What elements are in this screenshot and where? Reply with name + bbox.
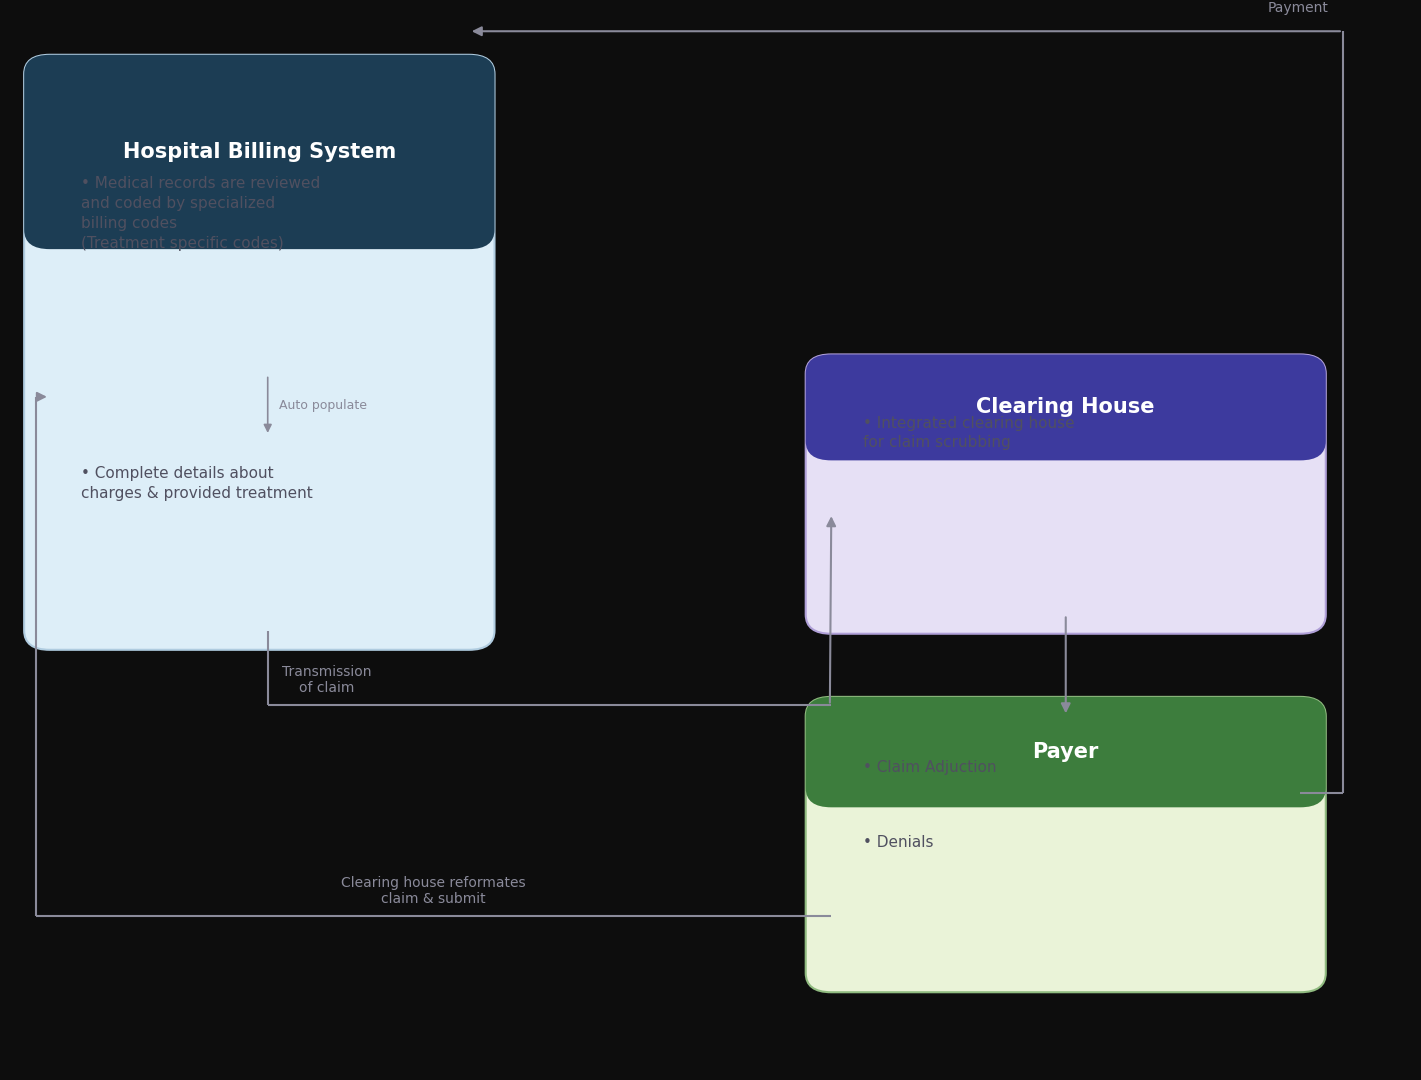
Text: Auto populate: Auto populate xyxy=(279,399,367,411)
FancyBboxPatch shape xyxy=(24,55,495,650)
FancyBboxPatch shape xyxy=(806,354,1326,634)
FancyBboxPatch shape xyxy=(806,697,1326,808)
Bar xyxy=(831,752,1300,788)
FancyBboxPatch shape xyxy=(806,354,1326,460)
FancyBboxPatch shape xyxy=(806,697,1326,993)
FancyBboxPatch shape xyxy=(24,55,495,249)
Text: • Medical records are reviewed
and coded by specialized
billing codes
(Treatment: • Medical records are reviewed and coded… xyxy=(81,176,320,251)
Text: • Integrated clearing house
for claim scrubbing: • Integrated clearing house for claim sc… xyxy=(863,416,1074,450)
Text: Payment: Payment xyxy=(1268,1,1329,15)
Text: • Denials: • Denials xyxy=(863,835,934,850)
Bar xyxy=(50,152,469,230)
Text: Payer: Payer xyxy=(1033,742,1098,762)
Text: Hospital Billing System: Hospital Billing System xyxy=(122,141,396,162)
Bar xyxy=(831,407,1300,441)
Text: • Claim Adjuction: • Claim Adjuction xyxy=(863,760,996,775)
Text: • Complete details about
charges & provided treatment: • Complete details about charges & provi… xyxy=(81,467,313,501)
Text: Clearing House: Clearing House xyxy=(976,397,1155,417)
Text: Transmission
of claim: Transmission of claim xyxy=(281,664,371,694)
Text: Clearing house reformates
claim & submit: Clearing house reformates claim & submit xyxy=(341,876,526,906)
